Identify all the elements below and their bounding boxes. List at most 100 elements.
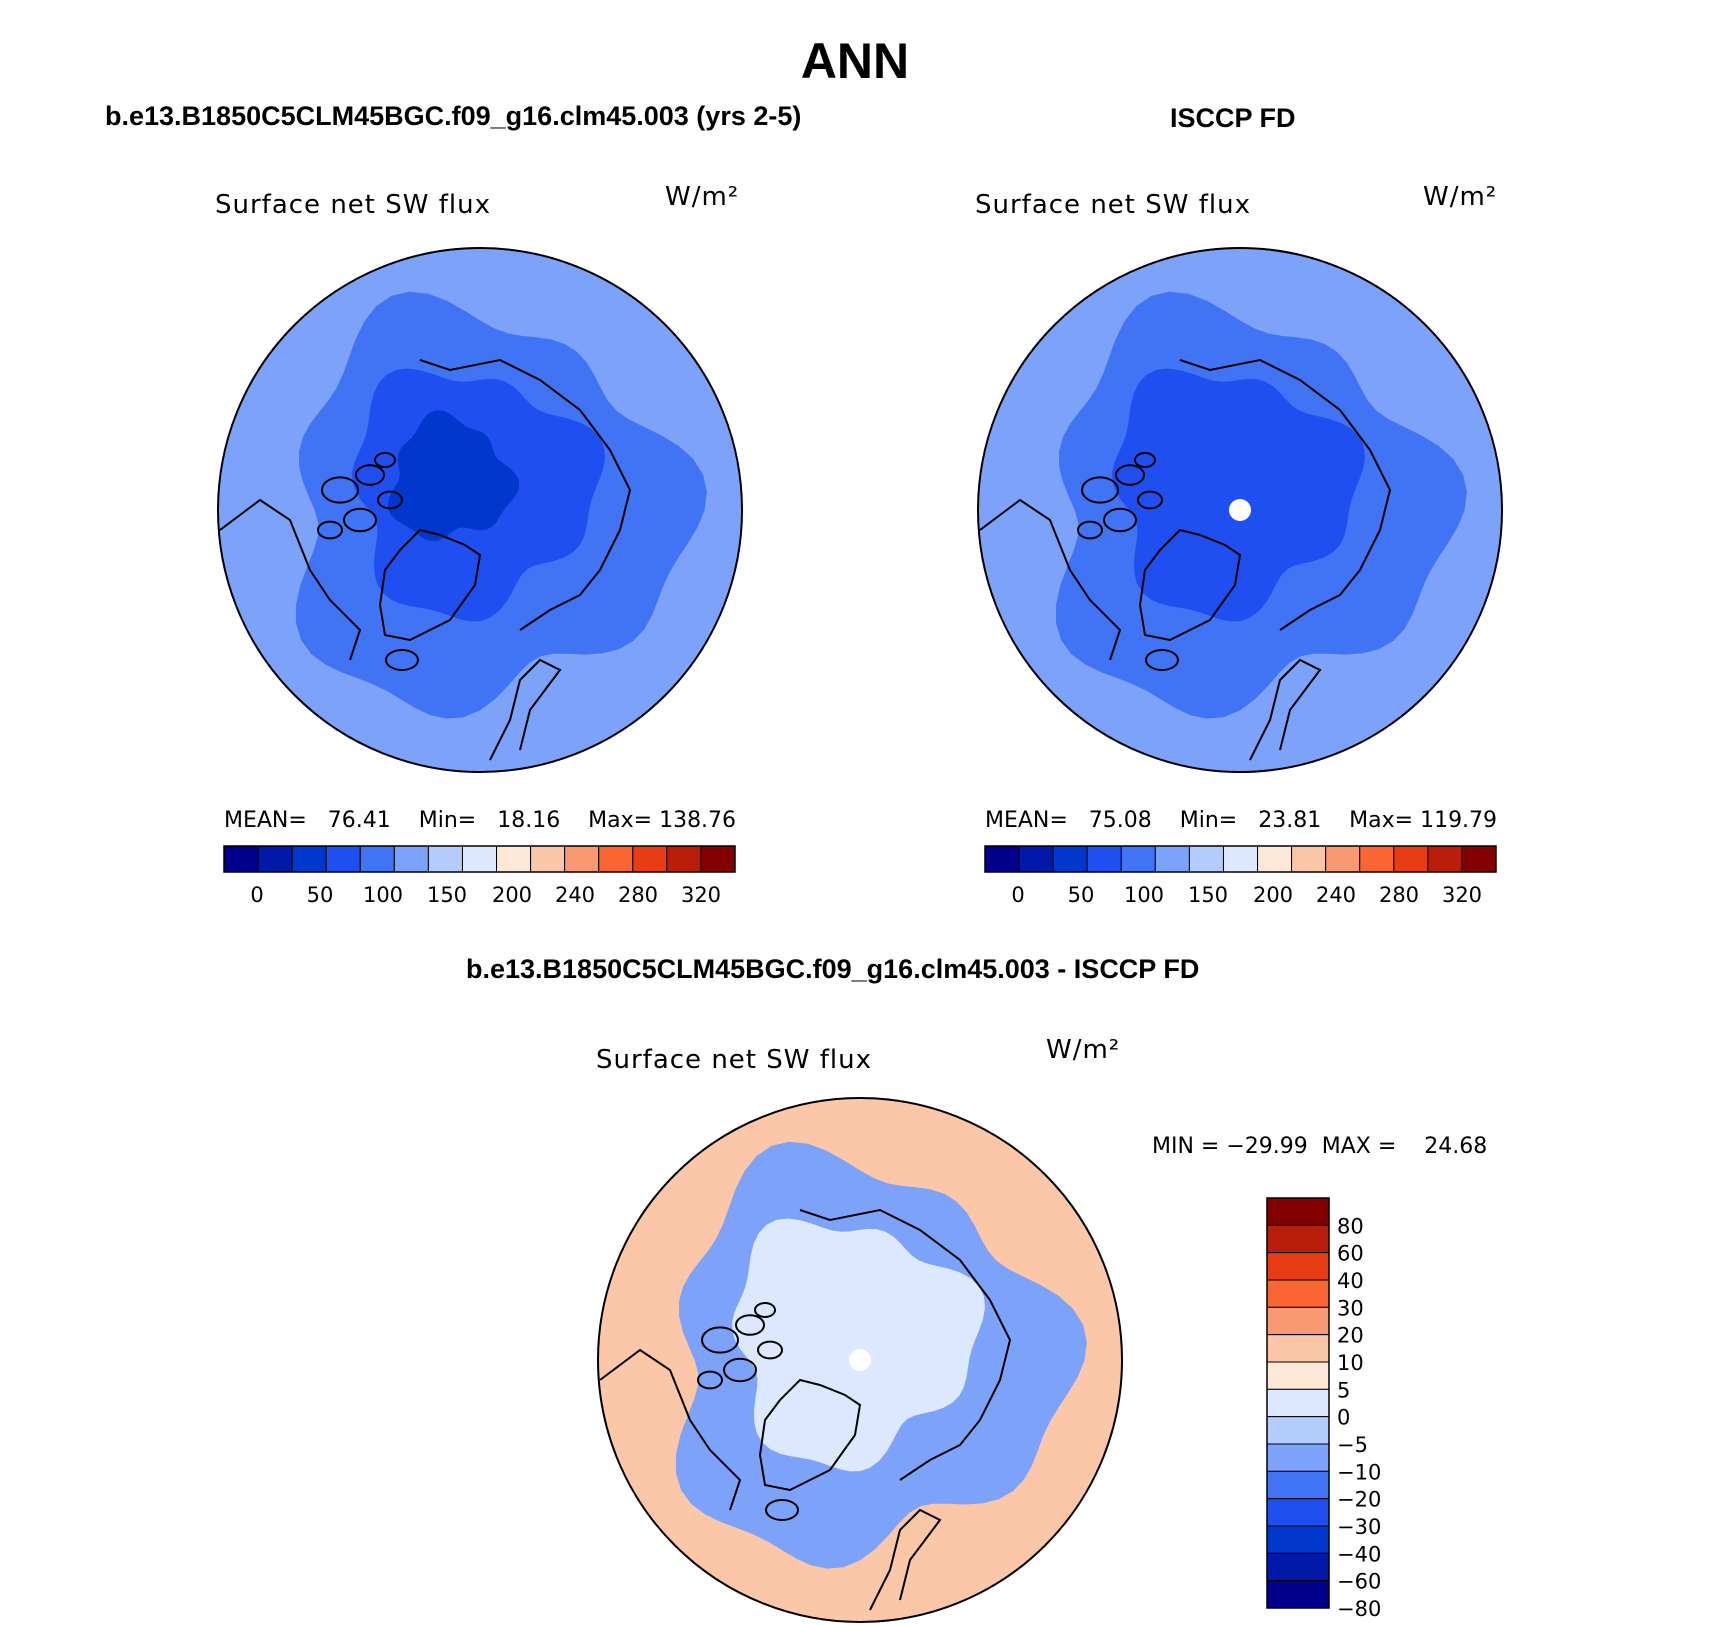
- colorbar-tick-label: 280: [1379, 883, 1419, 907]
- colorbar-tick-label: 150: [427, 883, 467, 907]
- diff-map-border: [597, 1097, 1123, 1623]
- missing-data-pole: [849, 1349, 871, 1371]
- scandinavia-coastline: [489, 658, 562, 761]
- model-map-border: [217, 247, 743, 773]
- colorbar-box: [1222, 845, 1259, 873]
- archipelago-island-coastline: [343, 507, 377, 533]
- colorbar-tick-label: 50: [1068, 883, 1095, 907]
- diff-case-title: b.e13.B1850C5CLM45BGC.f09_g16.clm45.003 …: [466, 954, 1200, 984]
- colorbar-box: [530, 845, 566, 873]
- colorbar-box: [1266, 1525, 1330, 1554]
- colorbar-box: [496, 845, 532, 873]
- map-pole-field: [387, 410, 520, 542]
- archipelago-island-coastline: [355, 464, 385, 486]
- archipelago-island-coastline: [374, 452, 396, 468]
- archipelago-island-coastline: [701, 1326, 739, 1354]
- colorbar-box: [1266, 1334, 1330, 1363]
- colorbar-box: [1154, 845, 1190, 873]
- model-stats: MEAN= 76.41 Min= 18.16 Max= 138.76: [224, 808, 737, 833]
- diff-stats: MIN = −29.99 MAX = 24.68: [1152, 1134, 1488, 1159]
- obs-map-border: [977, 247, 1503, 773]
- colorbar-tick-label: 200: [1253, 883, 1293, 907]
- model-variable-label: Surface net SW flux: [215, 190, 491, 220]
- colorbar-box: [1266, 1552, 1330, 1582]
- eurasia-coastline: [419, 358, 632, 631]
- colorbar-box: [598, 845, 634, 873]
- colorbar-frame: [984, 845, 1497, 873]
- colorbar-box: [1266, 1306, 1330, 1336]
- eurasia-coastline: [1179, 358, 1392, 631]
- colorbar-box: [1359, 845, 1395, 873]
- archipelago-island-coastline: [321, 476, 359, 504]
- colorbar-box: [1266, 1197, 1330, 1226]
- colorbar-tick-label: 320: [681, 883, 721, 907]
- colorbar-box: [1291, 845, 1327, 873]
- archipelago-island-coastline: [757, 1340, 783, 1360]
- greenland-coastline: [1138, 528, 1242, 642]
- colorbar-tick-label: 5: [1337, 1378, 1350, 1402]
- archipelago-island-coastline: [1077, 520, 1103, 540]
- colorbar-tick-label: 0: [1337, 1406, 1350, 1430]
- colorbar-box: [1052, 845, 1088, 873]
- colorbar-tick-label: 240: [1316, 883, 1356, 907]
- colorbar-box: [1018, 845, 1054, 873]
- north-america-coastline: [979, 498, 1122, 661]
- colorbar-tick-label: 0: [1011, 883, 1024, 907]
- model-polar-map: [218, 248, 742, 772]
- obs-variable-label: Surface net SW flux: [975, 190, 1251, 220]
- colorbar-box: [1427, 845, 1463, 873]
- map-arctic-field: [732, 1218, 985, 1472]
- colorbar-tick-label: 30: [1337, 1296, 1364, 1320]
- colorbar-box: [632, 845, 668, 873]
- model-case-title: b.e13.B1850C5CLM45BGC.f09_g16.clm45.003 …: [105, 101, 802, 131]
- archipelago-island-coastline: [1137, 490, 1163, 510]
- colorbar-frame: [223, 845, 736, 873]
- colorbar-tick-label: −10: [1337, 1460, 1381, 1484]
- colorbar-box: [359, 845, 395, 873]
- colorbar-box: [1266, 1443, 1330, 1472]
- colorbar-tick-label: −60: [1337, 1570, 1381, 1594]
- colorbar-box: [1393, 845, 1429, 873]
- colorbar-tick-label: 320: [1442, 883, 1482, 907]
- obs-colorbar: 0 50 100 150 200 240 280 320: [984, 845, 1497, 907]
- archipelago-island-coastline: [317, 520, 343, 540]
- colorbar-box: [1257, 845, 1293, 873]
- colorbar-box: [1266, 1470, 1330, 1500]
- colorbar-tick-label: 280: [618, 883, 658, 907]
- archipelago-island-coastline: [697, 1370, 723, 1390]
- page-title: ANN: [800, 33, 910, 89]
- greenland-coastline: [758, 1378, 862, 1492]
- colorbar-tick-label: 200: [492, 883, 532, 907]
- colorbar-frame: [1266, 1197, 1330, 1609]
- obs-polar-map: [978, 248, 1502, 772]
- archipelago-island-coastline: [1103, 507, 1137, 533]
- colorbar-box: [461, 845, 498, 873]
- obs-stats: MEAN= 75.08 Min= 23.81 Max= 119.79: [985, 808, 1498, 833]
- colorbar-box: [325, 845, 361, 873]
- colorbar-box: [666, 845, 702, 873]
- archipelago-island-coastline: [1115, 464, 1145, 486]
- colorbar-tick-label: 100: [1124, 883, 1164, 907]
- colorbar-box: [1461, 845, 1497, 873]
- diff-coastlines: [599, 1208, 1012, 1611]
- colorbar-tick-label: 50: [307, 883, 334, 907]
- colorbar-box: [1266, 1279, 1330, 1308]
- colorbar-tick-label: 100: [363, 883, 403, 907]
- colorbar-tick-label: 40: [1337, 1269, 1364, 1293]
- model-units-label: W/m²: [665, 182, 740, 212]
- colorbar-tick-label: 80: [1337, 1214, 1364, 1238]
- colorbar-tick-label: −30: [1337, 1515, 1381, 1539]
- colorbar-box: [291, 845, 327, 873]
- model-coastlines: [219, 358, 632, 761]
- colorbar-box: [1086, 845, 1122, 873]
- obs-case-title: ISCCP FD: [1170, 103, 1296, 133]
- diff-polar-map: [598, 1098, 1122, 1622]
- archipelago-island-coastline: [1081, 476, 1119, 504]
- archipelago-island-coastline: [735, 1314, 765, 1336]
- obs-coastlines: [979, 358, 1392, 761]
- iceland-coastline: [1145, 649, 1179, 671]
- colorbar-box: [223, 845, 259, 873]
- diff-units-label: W/m²: [1046, 1035, 1121, 1065]
- colorbar-tick-label: 10: [1337, 1351, 1364, 1375]
- archipelago-island-coastline: [723, 1357, 757, 1383]
